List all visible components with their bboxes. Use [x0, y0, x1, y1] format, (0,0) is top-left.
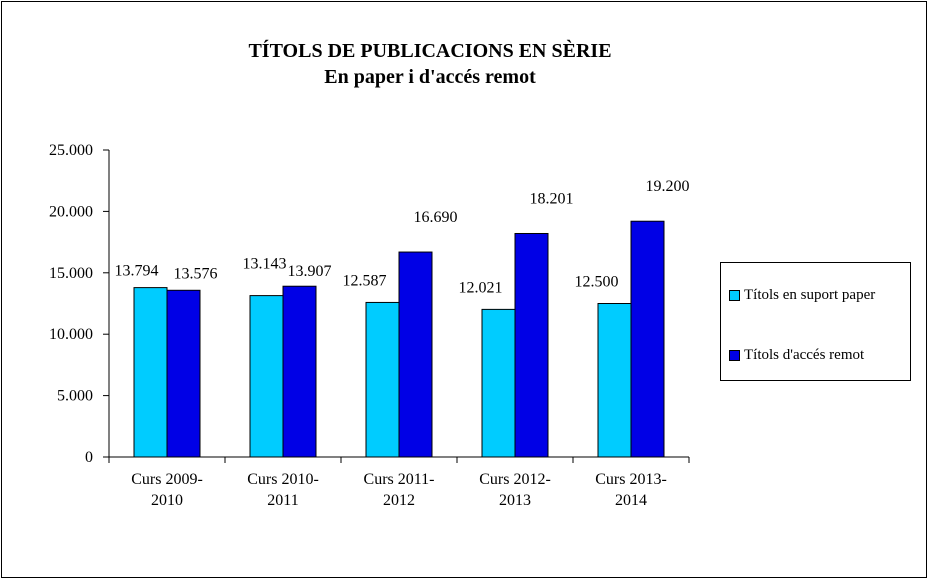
- plot-area: 0 5.000 10.000 15.000 20.000 25.000 13.794 13.5…: [49, 142, 690, 509]
- bar: [166, 289, 201, 458]
- y-tick-label: 25.000: [49, 142, 93, 159]
- data-label: 16.690: [414, 209, 458, 226]
- chart-subtitle: En paper i d'accés remot: [324, 66, 536, 88]
- x-category-label: 2010: [151, 492, 183, 509]
- x-category-label: 2014: [615, 492, 647, 509]
- data-label: 19.200: [646, 178, 690, 195]
- bar: [398, 251, 433, 458]
- bar: [249, 295, 284, 458]
- y-tick-label: 10.000: [49, 326, 93, 343]
- bar: [133, 287, 168, 458]
- legend-swatch: [729, 290, 740, 301]
- x-category-label: 2012: [383, 492, 415, 509]
- data-label: 13.907: [288, 263, 332, 280]
- bar: [365, 301, 400, 458]
- legend-swatch: [729, 350, 740, 361]
- y-tick-label: 0: [85, 449, 93, 466]
- data-label: 12.587: [343, 272, 387, 289]
- x-category-label: Curs 2010-: [247, 471, 319, 488]
- legend: Títols en suport paper Títols d'accés rem…: [720, 262, 911, 381]
- legend-item: Títols d'accés remot: [729, 347, 864, 364]
- y-tick-label: 20.000: [49, 203, 93, 220]
- data-label: 13.576: [174, 265, 218, 282]
- bar: [481, 308, 516, 458]
- data-label: 12.500: [575, 274, 619, 291]
- x-category-label: Curs 2012-: [479, 471, 551, 488]
- bar: [282, 285, 317, 458]
- chart-title: TÍTOLS DE PUBLICACIONS EN SÈRIE: [248, 39, 611, 62]
- bar: [597, 303, 632, 458]
- data-label: 13.143: [243, 256, 287, 273]
- x-category-label: Curs 2009-: [131, 471, 203, 488]
- bar: [630, 220, 665, 458]
- legend-item: Títols en suport paper: [729, 287, 875, 304]
- x-category-label: Curs 2011-: [364, 471, 435, 488]
- bar: [514, 232, 549, 458]
- data-label: 12.021: [459, 279, 503, 296]
- y-tick-label: 5.000: [57, 388, 93, 405]
- legend-label: Títols en suport paper: [744, 287, 876, 303]
- x-category-label: 2011: [267, 492, 298, 509]
- x-category-label: Curs 2013-: [595, 471, 667, 488]
- legend-label: Títols d'accés remot: [744, 347, 865, 363]
- data-label: 18.201: [530, 190, 574, 207]
- data-label: 13.794: [115, 263, 159, 280]
- y-tick-label: 15.000: [49, 265, 93, 282]
- x-category-label: 2013: [499, 492, 531, 509]
